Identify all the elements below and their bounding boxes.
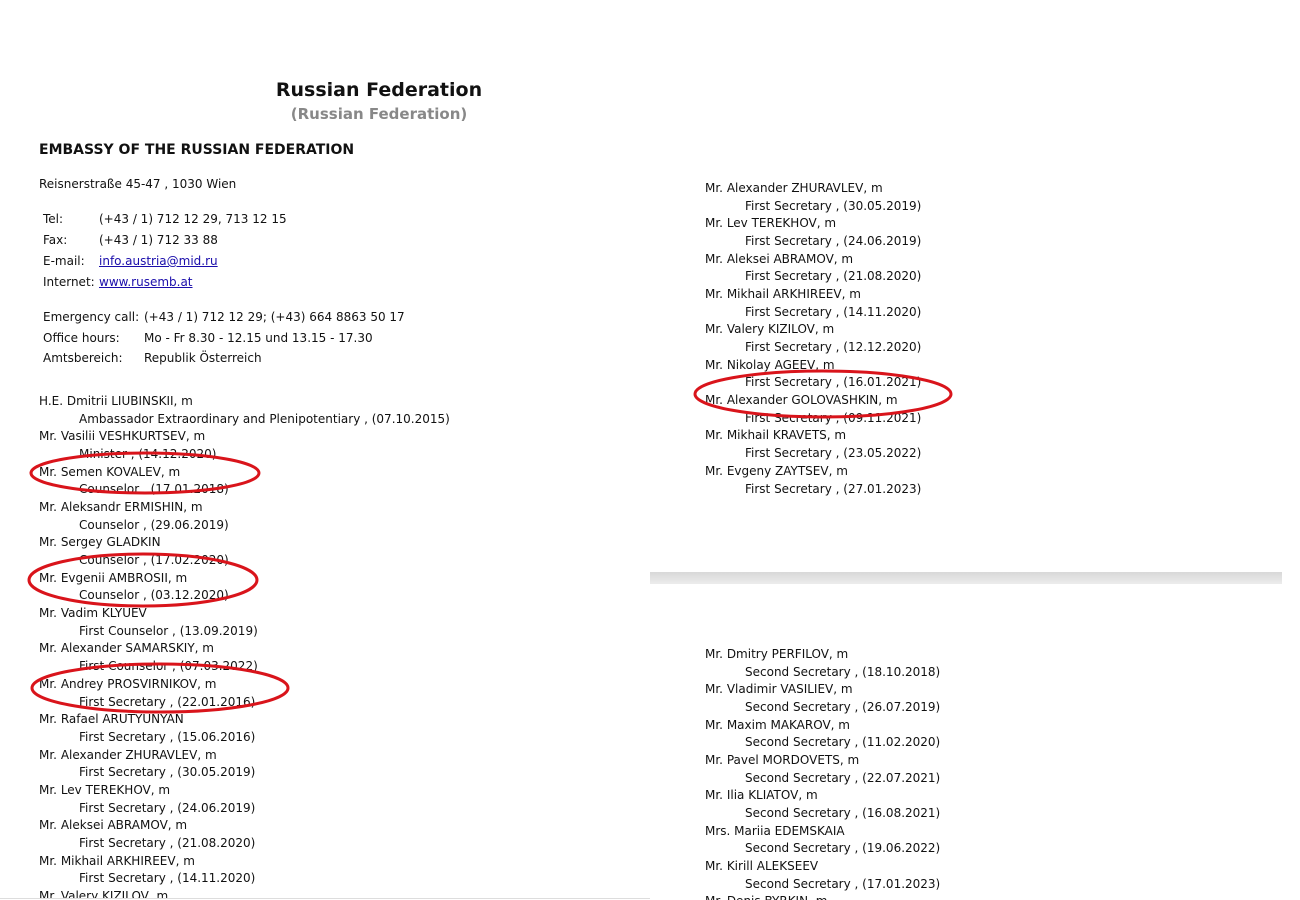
info-value: Mo - Fr 8.30 - 12.15 und 13.15 - 17.30 <box>144 330 373 345</box>
address: Reisnerstraße 45-47 , 1030 Wien <box>39 177 237 191</box>
staff-role: First Secretary , (30.05.2019) <box>745 198 922 213</box>
staff-role: Second Secretary , (19.06.2022) <box>745 841 941 856</box>
info-label: Amtsbereich: <box>43 351 123 365</box>
staff-name: Mr. Evgeny ZAYTSEV, m <box>705 463 848 478</box>
staff-role: Second Secretary , (18.10.2018) <box>745 664 941 679</box>
staff-name: Mr. Rafael ARUTYUNYAN <box>39 712 184 727</box>
staff-name: Mr. Aleksei ABRAMOV, m <box>705 251 854 266</box>
staff-name: Mr. Aleksei ABRAMOV, m <box>39 818 188 833</box>
staff-role: Second Secretary , (26.07.2019) <box>745 700 941 715</box>
staff-role: First Secretary , (14.11.2020) <box>79 871 256 886</box>
staff-role: Second Secretary , (22.07.2021) <box>745 770 941 785</box>
staff-name: Mr. Ilia KLIATOV, m <box>705 788 818 803</box>
staff-name: Mr. Lev TEREKHOV, m <box>39 782 171 797</box>
staff-name: Mr. Alexander ZHURAVLEV, m <box>39 747 217 762</box>
staff-role: First Secretary , (23.05.2022) <box>745 446 922 461</box>
contact-value: (+43 / 1) 712 12 29, 713 12 15 <box>99 212 287 226</box>
right-page-top: Mr. Alexander ZHURAVLEV, m First Secretar… <box>650 0 1282 572</box>
staff-name: Mr. Vadim KLYUEV <box>39 606 147 621</box>
staff-name: Mr. Mikhail ARKHIREEV, m <box>705 287 861 302</box>
staff-role: First Secretary , (27.01.2023) <box>745 481 922 496</box>
contact-label: Fax: <box>43 233 68 247</box>
subtitle: (Russian Federation) <box>290 105 468 123</box>
staff-name: Mr. Aleksandr ERMISHIN, m <box>39 500 203 515</box>
staff-name: Mr. Vasilii VESHKURTSEV, m <box>39 429 206 444</box>
staff-name: Mr. Pavel MORDOVETS, m <box>705 753 860 768</box>
staff-role: First Counselor , (07.03.2022) <box>79 659 258 674</box>
staff-role: Second Secretary , (17.01.2023) <box>745 876 941 891</box>
staff-name: Mr. Mikhail KRAVETS, m <box>705 428 847 443</box>
staff-role: First Secretary , (14.11.2020) <box>745 304 922 319</box>
staff-name: Mr. Alexander SAMARSKIY, m <box>39 641 214 656</box>
contact-label: E-mail: <box>43 254 85 268</box>
staff-role: Counselor , (03.12.2020) <box>79 588 229 603</box>
contact-label: Tel: <box>43 212 64 226</box>
right-page-bottom: Mr. Dmitry PERFILOV, m Second Secretary ,… <box>650 585 1282 900</box>
staff-role: First Secretary , (30.05.2019) <box>79 765 256 780</box>
staff-name: Mr. Nikolay AGEEV, m <box>705 357 835 372</box>
staff-name: Mrs. Mariia EDEMSKAIA <box>705 823 845 838</box>
info-label: Emergency call: <box>43 310 140 324</box>
staff-name: Mr. Valery KIZILOV, m <box>705 322 835 337</box>
staff-role: First Secretary , (24.06.2019) <box>79 800 256 815</box>
staff-name: H.E. Dmitrii LIUBINSKII, m <box>39 394 193 408</box>
contact-link[interactable]: info.austria@mid.ru <box>99 254 218 268</box>
staff-role: Counselor , (17.02.2020) <box>79 553 229 568</box>
staff-name: Mr. Semen KOVALEV, m <box>39 464 181 479</box>
title: Russian Federation <box>275 79 483 101</box>
staff-role: First Secretary , (09.11.2021) <box>745 410 922 425</box>
staff-name: Mr. Maxim MAKAROV, m <box>705 717 850 732</box>
contact-value: (+43 / 1) 712 33 88 <box>99 233 218 247</box>
staff-name: Mr. Andrey PROSVIRNIKOV, m <box>39 676 217 691</box>
staff-name: Mr. Evgenii AMBROSII, m <box>39 570 188 585</box>
staff-name: Mr. Dmitry PERFILOV, m <box>705 647 849 661</box>
staff-name: Mr. Kirill ALEKSEEV <box>705 859 819 874</box>
staff-role: Counselor , (17.01.2018) <box>79 482 229 497</box>
staff-role: Minister , (14.12.2020) <box>79 447 217 462</box>
staff-role: First Counselor , (13.09.2019) <box>79 623 258 638</box>
staff-role: First Secretary , (15.06.2016) <box>79 729 256 744</box>
info-value: Republik Österreich <box>144 351 262 365</box>
staff-role: First Secretary , (21.08.2020) <box>745 269 922 284</box>
staff-name: Mr. Alexander GOLOVASHKIN, m <box>705 393 898 408</box>
staff-name: Mr. Lev TEREKHOV, m <box>705 216 837 231</box>
staff-role: First Secretary , (12.12.2020) <box>745 340 922 355</box>
staff-role: Second Secretary , (11.02.2020) <box>745 735 941 750</box>
staff-name: Mr. Mikhail ARKHIREEV, m <box>39 853 195 868</box>
info-label: Office hours: <box>43 330 120 345</box>
staff-name: Mr. Sergey GLADKIN <box>39 535 161 550</box>
staff-role: Ambassador Extraordinary and Plenipotent… <box>79 411 450 426</box>
staff-role: First Secretary , (24.06.2019) <box>745 234 922 249</box>
staff-role: First Secretary , (16.01.2021) <box>745 375 922 390</box>
staff-role: First Secretary , (21.08.2020) <box>79 835 256 850</box>
staff-role: First Secretary , (22.01.2016) <box>79 694 256 709</box>
staff-name: Mr. Valery KIZILOV, m <box>39 888 169 899</box>
staff-role: Counselor , (29.06.2019) <box>79 517 229 532</box>
staff-name: Mr. Vladimir VASILIEV, m <box>705 682 853 697</box>
heading: EMBASSY OF THE RUSSIAN FEDERATION <box>39 142 355 158</box>
contact-label: Internet: <box>43 275 95 289</box>
left-page: Russian Federation (Russian Federation) … <box>0 0 650 899</box>
staff-name: Mr. Denis BYRKIN, m <box>705 893 827 900</box>
staff-name: Mr. Alexander ZHURAVLEV, m <box>705 181 883 195</box>
info-value: (+43 / 1) 712 12 29; (+43) 664 8863 50 1… <box>144 310 405 324</box>
staff-role: Second Secretary , (16.08.2021) <box>745 806 941 821</box>
page-separator <box>650 572 1282 584</box>
contact-link[interactable]: www.rusemb.at <box>99 275 193 289</box>
